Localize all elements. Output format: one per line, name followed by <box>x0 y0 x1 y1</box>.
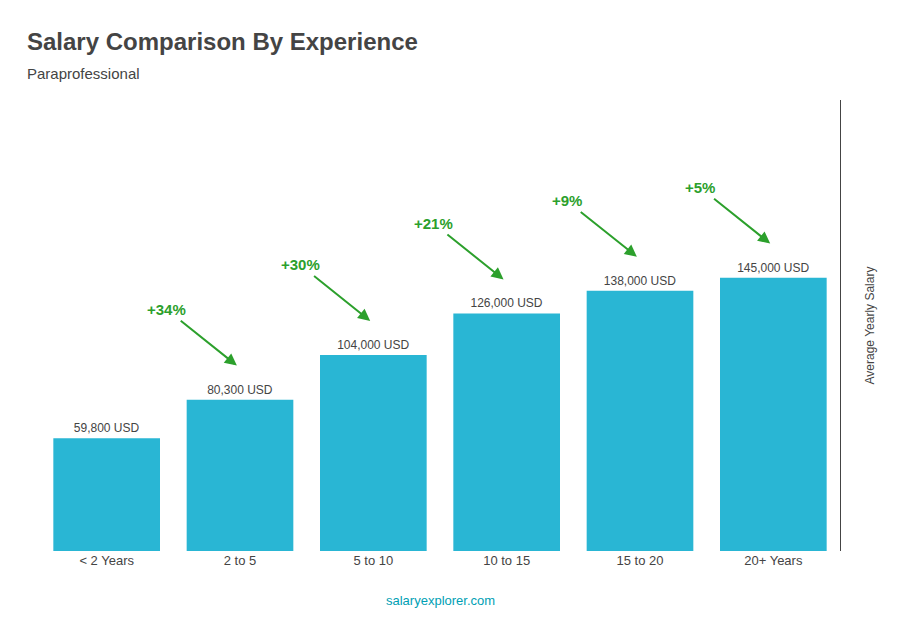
svg-text:20+ Years: 20+ Years <box>744 553 803 568</box>
svg-text:2 to 5: 2 to 5 <box>224 553 257 568</box>
svg-text:126,000 USD: 126,000 USD <box>470 296 542 310</box>
svg-text:+5%: +5% <box>685 179 715 196</box>
svg-text:+9%: +9% <box>552 192 582 209</box>
svg-text:+34%: +34% <box>147 301 186 318</box>
svg-text:80,300 USD: 80,300 USD <box>207 383 273 397</box>
svg-text:+21%: +21% <box>414 215 453 232</box>
svg-text:10 to 15: 10 to 15 <box>483 553 530 568</box>
svg-text:Average Yearly Salary: Average Yearly Salary <box>863 267 877 385</box>
svg-text:104,000 USD: 104,000 USD <box>337 338 409 352</box>
svg-text:59,800 USD: 59,800 USD <box>74 421 140 435</box>
svg-text:5 to 10: 5 to 10 <box>353 553 393 568</box>
svg-text:< 2 Years: < 2 Years <box>79 553 134 568</box>
svg-text:145,000 USD: 145,000 USD <box>737 261 809 275</box>
svg-text:Salary Comparison By Experienc: Salary Comparison By Experience <box>27 28 418 55</box>
svg-text:salaryexplorer.com: salaryexplorer.com <box>386 593 495 608</box>
svg-text:+30%: +30% <box>281 256 320 273</box>
svg-text:Paraprofessional: Paraprofessional <box>27 65 140 82</box>
svg-text:15 to 20: 15 to 20 <box>617 553 664 568</box>
svg-text:138,000 USD: 138,000 USD <box>604 274 676 288</box>
